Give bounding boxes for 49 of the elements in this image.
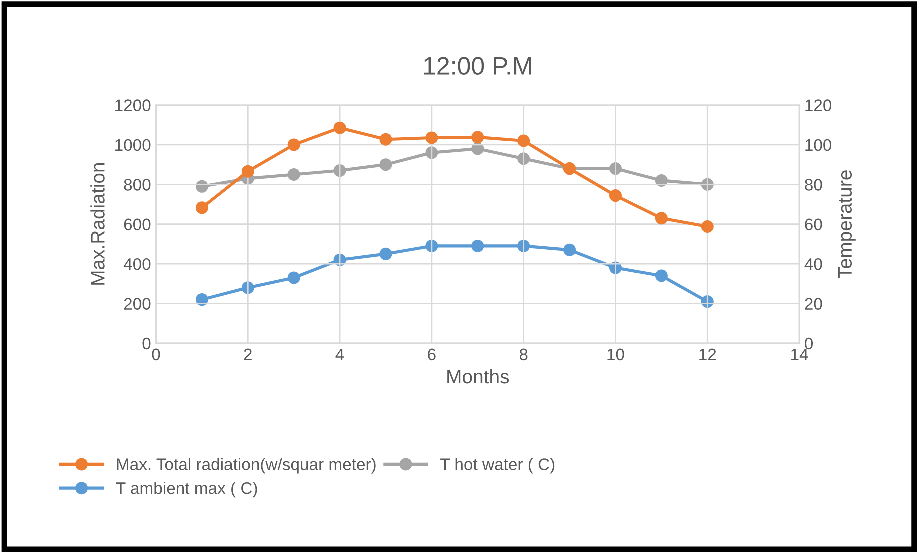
point bbox=[609, 190, 622, 202]
chart-title: 12:00 P.M bbox=[424, 57, 532, 75]
y-tick-label: 200 bbox=[124, 298, 151, 310]
x-tick-label: 6 bbox=[428, 348, 436, 361]
point bbox=[655, 270, 668, 282]
y2-tick-label: 20 bbox=[805, 298, 822, 310]
y2-tick-label: 120 bbox=[806, 100, 832, 112]
y2-tick-label: 60 bbox=[805, 218, 822, 231]
point bbox=[518, 134, 530, 148]
legend-label: Max. Total radiation(w/squar meter) bbox=[117, 458, 376, 474]
x-tick-label: 10 bbox=[608, 348, 624, 361]
x-tick-label: 0 bbox=[152, 348, 160, 361]
point bbox=[334, 122, 346, 134]
x-axis-title: Months bbox=[448, 369, 510, 384]
point bbox=[288, 138, 300, 152]
point bbox=[288, 168, 300, 181]
point bbox=[426, 132, 438, 144]
legend-label: T ambient max ( C) bbox=[116, 482, 258, 498]
x-tick-label: 14 bbox=[792, 348, 808, 360]
point bbox=[472, 142, 484, 156]
y-tick-label: 0 bbox=[142, 338, 151, 350]
y2-tick-label: 100 bbox=[806, 139, 832, 152]
point bbox=[196, 202, 208, 214]
y-tick-label: 800 bbox=[124, 179, 151, 191]
point bbox=[701, 220, 714, 234]
point bbox=[380, 248, 392, 260]
y2-tick-label: 0 bbox=[805, 338, 814, 350]
x-tick-label: 4 bbox=[336, 348, 344, 360]
point bbox=[380, 158, 392, 172]
point bbox=[334, 164, 346, 178]
x-tick-label: 12 bbox=[700, 348, 716, 360]
x-tick-label: 8 bbox=[520, 348, 528, 361]
y-axis-title: Max.Radiation bbox=[90, 163, 105, 285]
point bbox=[288, 272, 300, 284]
point bbox=[655, 212, 668, 225]
point bbox=[564, 244, 576, 256]
point bbox=[380, 133, 392, 146]
legend-label: T hot water ( C) bbox=[440, 458, 555, 474]
point bbox=[472, 240, 484, 252]
y-tick-label: 400 bbox=[124, 258, 151, 270]
point bbox=[472, 131, 484, 144]
y-tick-label: 1200 bbox=[116, 100, 151, 112]
point bbox=[242, 165, 254, 178]
y-tick-label: 1000 bbox=[116, 139, 151, 152]
y2-tick-label: 80 bbox=[805, 179, 822, 191]
y2-tick-label: 40 bbox=[804, 258, 822, 270]
x-tick-label: 2 bbox=[244, 348, 252, 360]
y-tick-label: 600 bbox=[124, 218, 151, 231]
y2-axis-title: Temperature bbox=[838, 170, 856, 278]
